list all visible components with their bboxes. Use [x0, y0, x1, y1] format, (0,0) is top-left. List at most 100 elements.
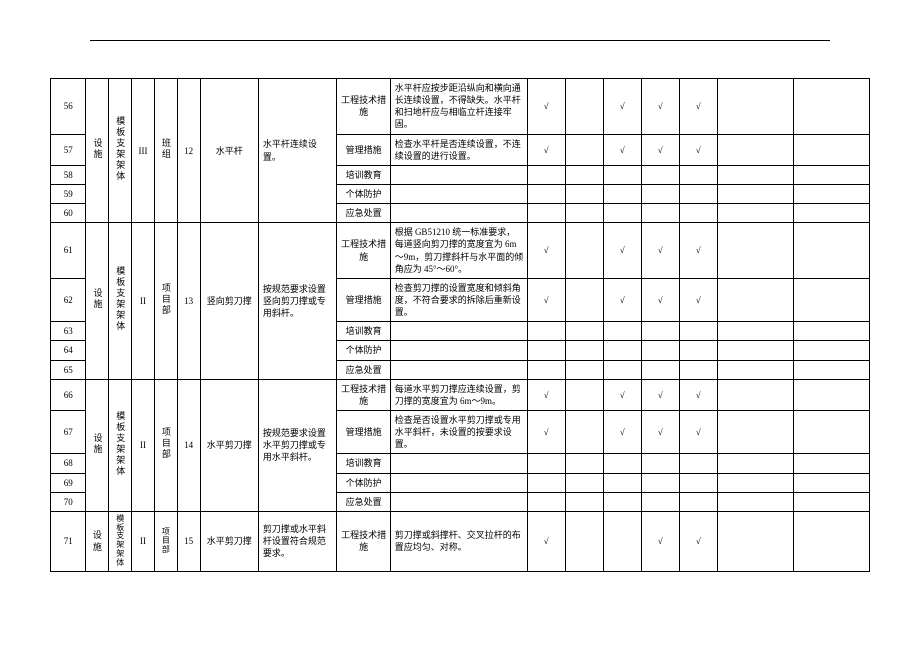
- cell-measure: 工程技术措施: [337, 223, 390, 279]
- cell-check: √: [679, 511, 717, 571]
- cell-blank: [793, 492, 869, 511]
- cell-check: √: [527, 278, 565, 321]
- cell-blank: [390, 473, 527, 492]
- cell-blank: [717, 184, 793, 203]
- cell-blank: [641, 473, 679, 492]
- cell-blank: [641, 165, 679, 184]
- cell-check: √: [641, 379, 679, 410]
- cell-measure: 个体防护: [337, 341, 390, 360]
- cell-blank: [793, 379, 869, 410]
- cell-blank: [565, 184, 603, 203]
- cell-blank: [793, 322, 869, 341]
- cell-blank: [565, 79, 603, 135]
- cell-moban: 模板支架架体: [109, 379, 132, 511]
- cell-moban: 模板支架架体: [109, 511, 132, 571]
- cell-blank: [390, 322, 527, 341]
- cell-blank: [793, 454, 869, 473]
- table-row: 71 设施 模板支架架体 II 项目部 15 水平剪刀撑 剪刀撑或水平斜杆设置符…: [51, 511, 870, 571]
- cell-blank: [793, 79, 869, 135]
- cell-blank: [793, 341, 869, 360]
- cell-blank: [717, 454, 793, 473]
- cell-measure: 个体防护: [337, 184, 390, 203]
- cell-measure: 个体防护: [337, 473, 390, 492]
- inspection-table: 56 设施 模板支架架体 III 班组 12 水平杆 水平杆连续设置。 工程技术…: [50, 78, 870, 572]
- cell-blank: [717, 204, 793, 223]
- cell-level: III: [132, 79, 155, 223]
- cell-req: 按规范要求设置竖向剪刀撑或专用斜杆。: [258, 223, 337, 379]
- cell-moban: 模板支架架体: [109, 223, 132, 379]
- cell-blank: [565, 322, 603, 341]
- cell-blank: [679, 454, 717, 473]
- cell-measure: 培训教育: [337, 454, 390, 473]
- cell-blank: [527, 184, 565, 203]
- cell-blank: [603, 360, 641, 379]
- cell-measure: 工程技术措施: [337, 379, 390, 410]
- row-no: 68: [51, 454, 86, 473]
- cell-blank: [793, 134, 869, 165]
- cell-blank: [527, 492, 565, 511]
- cell-shishi: 设施: [86, 511, 109, 571]
- cell-item: 水平剪刀撑: [200, 379, 258, 511]
- cell-blank: [565, 278, 603, 321]
- cell-blank: [641, 360, 679, 379]
- cell-dept: 班组: [154, 79, 177, 223]
- cell-measure: 培训教育: [337, 165, 390, 184]
- cell-level: II: [132, 511, 155, 571]
- cell-blank: [717, 165, 793, 184]
- row-no: 69: [51, 473, 86, 492]
- cell-check: √: [527, 79, 565, 135]
- cell-blank: [527, 360, 565, 379]
- cell-blank: [527, 454, 565, 473]
- cell-check: √: [641, 511, 679, 571]
- cell-blank: [717, 511, 793, 571]
- cell-blank: [565, 360, 603, 379]
- row-no: 66: [51, 379, 86, 410]
- cell-blank: [793, 278, 869, 321]
- cell-blank: [641, 341, 679, 360]
- cell-measure: 培训教育: [337, 322, 390, 341]
- cell-blank: [641, 492, 679, 511]
- cell-check: √: [679, 79, 717, 135]
- cell-measure: 工程技术措施: [337, 79, 390, 135]
- cell-desc: 检查水平杆是否连续设置，不连续设置的进行设置。: [390, 134, 527, 165]
- cell-blank: [527, 322, 565, 341]
- table-row: 61 设施 模板支架架体 II 项目部 13 竖向剪刀撑 按规范要求设置竖向剪刀…: [51, 223, 870, 279]
- cell-blank: [641, 204, 679, 223]
- cell-blank: [527, 341, 565, 360]
- cell-check: √: [679, 278, 717, 321]
- cell-blank: [565, 511, 603, 571]
- cell-level: II: [132, 223, 155, 379]
- cell-blank: [565, 454, 603, 473]
- cell-measure: 管理措施: [337, 410, 390, 453]
- cell-blank: [717, 79, 793, 135]
- cell-check: √: [641, 79, 679, 135]
- cell-blank: [717, 278, 793, 321]
- cell-blank: [679, 165, 717, 184]
- cell-blank: [565, 410, 603, 453]
- cell-measure: 应急处置: [337, 204, 390, 223]
- cell-blank: [679, 341, 717, 360]
- row-no: 57: [51, 134, 86, 165]
- cell-blank: [679, 492, 717, 511]
- cell-check: √: [679, 134, 717, 165]
- cell-blank: [793, 360, 869, 379]
- cell-check: √: [603, 379, 641, 410]
- cell-check: √: [527, 410, 565, 453]
- cell-blank: [717, 473, 793, 492]
- cell-blank: [793, 165, 869, 184]
- cell-check: √: [641, 223, 679, 279]
- cell-blank: [565, 165, 603, 184]
- cell-level: II: [132, 379, 155, 511]
- cell-req: 剪刀撑或水平斜杆设置符合规范要求。: [258, 511, 337, 571]
- row-no: 59: [51, 184, 86, 203]
- cell-measure: 管理措施: [337, 134, 390, 165]
- row-no: 67: [51, 410, 86, 453]
- cell-measure: 管理措施: [337, 278, 390, 321]
- cell-blank: [527, 165, 565, 184]
- cell-blank: [679, 473, 717, 492]
- cell-blank: [641, 322, 679, 341]
- cell-blank: [603, 322, 641, 341]
- cell-desc: 检查是否设置水平剪刀撑或专用水平斜杆，未设置的按要求设置。: [390, 410, 527, 453]
- cell-moban: 模板支架架体: [109, 79, 132, 223]
- cell-blank: [527, 473, 565, 492]
